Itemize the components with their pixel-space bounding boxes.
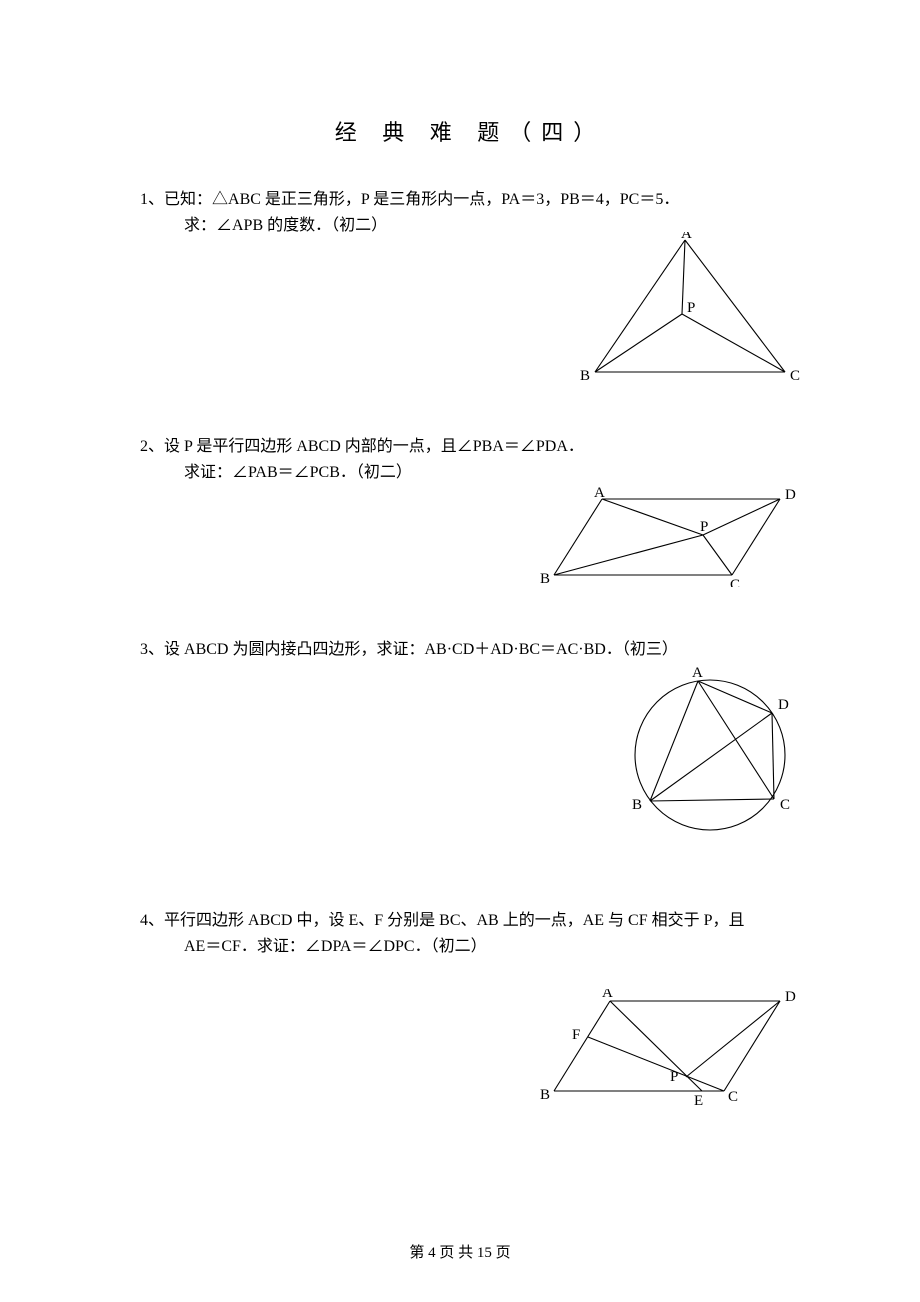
problem-4: 4、平行四边形 ABCD 中，设 E、F 分别是 BC、AB 上的一点，AE 与… [140, 908, 800, 959]
problem-2: 2、设 P 是平行四边形 ABCD 内部的一点，且∠PBA＝∠PDA． 求证：∠… [140, 434, 800, 485]
svg-text:B: B [540, 1087, 550, 1103]
problem-2-line1: 设 P 是平行四边形 ABCD 内部的一点，且∠PBA＝∠PDA． [164, 438, 584, 455]
problem-1-num: 1、 [140, 191, 164, 208]
problem-4-line2: AE＝CF．求证：∠DPA＝∠DPC．（初二） [140, 938, 487, 955]
svg-text:D: D [785, 487, 796, 503]
problem-4-line1: 平行四边形 ABCD 中，设 E、F 分别是 BC、AB 上的一点，AE 与 C… [164, 912, 745, 929]
svg-text:F: F [572, 1027, 580, 1043]
svg-text:C: C [728, 1089, 738, 1105]
problem-3-line1: 设 ABCD 为圆内接凸四边形，求证：AB·CD＋AD·BC＝AC·BD．（初三… [164, 641, 678, 658]
problem-1: 1、已知：△ABC 是正三角形，P 是三角形内一点，PA＝3，PB＝4，PC＝5… [140, 187, 800, 238]
svg-text:C: C [780, 797, 790, 813]
svg-text:C: C [790, 368, 800, 384]
svg-text:P: P [687, 300, 695, 316]
problem-2-line2: 求证：∠PAB＝∠PCB．（初二） [140, 464, 412, 481]
svg-text:P: P [670, 1069, 678, 1085]
svg-text:B: B [632, 797, 642, 813]
page-footer: 第 4 页 共 15 页 [0, 1241, 920, 1262]
problem-1-line2: 求：∠APB 的度数．（初二） [140, 217, 387, 234]
svg-text:B: B [580, 368, 590, 384]
svg-text:A: A [602, 989, 613, 1001]
problem-3-num: 3、 [140, 641, 164, 658]
diagram-4-wrap: A B C D E F P [140, 989, 800, 1114]
svg-text:A: A [594, 487, 605, 501]
svg-text:D: D [778, 697, 789, 713]
svg-text:E: E [694, 1093, 703, 1109]
problem-1-line1: 已知：△ABC 是正三角形，P 是三角形内一点，PA＝3，PB＝4，PC＝5． [164, 191, 679, 208]
diagram-4: A B C D E F P [540, 989, 800, 1109]
diagram-3: A B C D [620, 665, 800, 845]
problem-2-num: 2、 [140, 438, 164, 455]
svg-text:P: P [700, 519, 708, 535]
page: 经 典 难 题（四） 1、已知：△ABC 是正三角形，P 是三角形内一点，PA＝… [0, 0, 920, 1302]
svg-text:C: C [730, 577, 740, 587]
svg-text:A: A [681, 232, 692, 242]
problem-3: 3、设 ABCD 为圆内接凸四边形，求证：AB·CD＋AD·BC＝AC·BD．（… [140, 637, 800, 663]
diagram-2-wrap: A B C D P [140, 487, 800, 592]
svg-text:B: B [540, 571, 550, 587]
svg-text:D: D [785, 989, 796, 1005]
page-title: 经 典 难 题（四） [140, 115, 800, 147]
diagram-1-wrap: A B C P [140, 232, 800, 392]
diagram-2: A B C D P [540, 487, 800, 587]
diagram-1: A B C P [580, 232, 800, 387]
problem-4-num: 4、 [140, 912, 164, 929]
diagram-3-wrap: A B C D [140, 665, 800, 850]
svg-text:A: A [692, 665, 703, 681]
